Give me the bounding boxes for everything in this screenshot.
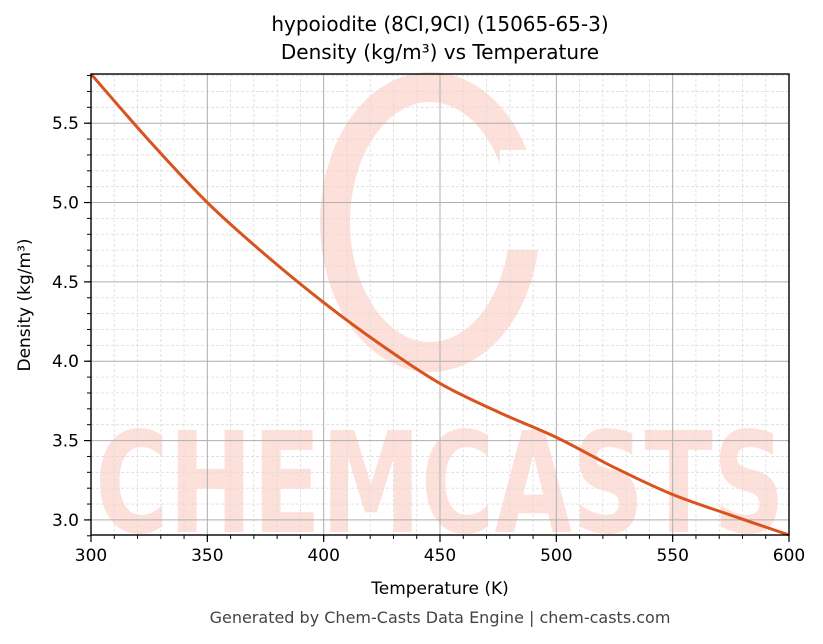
chart-title-line1: hypoiodite (8CI,9CI) (15065-65-3)	[271, 12, 609, 36]
y-axis-label: Density (kg/m³)	[15, 238, 35, 371]
y-axis-ticks: 3.0 3.5 4.0 4.5 5.0 5.5	[52, 75, 91, 537]
y-tick-label: 4.5	[52, 273, 79, 293]
chart-title-line2: Density (kg/m³) vs Temperature	[280, 40, 600, 64]
x-tick-label: 350	[191, 546, 223, 566]
x-tick-label: 550	[656, 546, 688, 566]
x-axis-ticks: 300 350 400 450 500 550 600	[75, 535, 805, 566]
x-tick-label: 600	[773, 546, 805, 566]
density-curve	[89, 73, 790, 537]
y-tick-label: 3.0	[52, 511, 79, 531]
x-tick-label: 300	[75, 546, 107, 566]
footer-credit: Generated by Chem-Casts Data Engine | ch…	[209, 608, 671, 627]
y-tick-label: 5.0	[52, 194, 79, 214]
x-axis-label: Temperature (K)	[370, 579, 509, 599]
y-tick-label: 5.5	[52, 114, 79, 134]
x-tick-label: 450	[424, 546, 456, 566]
y-tick-label: 4.0	[52, 352, 79, 372]
x-tick-label: 400	[307, 546, 339, 566]
x-tick-label: 500	[540, 546, 572, 566]
y-tick-label: 3.5	[52, 432, 79, 452]
